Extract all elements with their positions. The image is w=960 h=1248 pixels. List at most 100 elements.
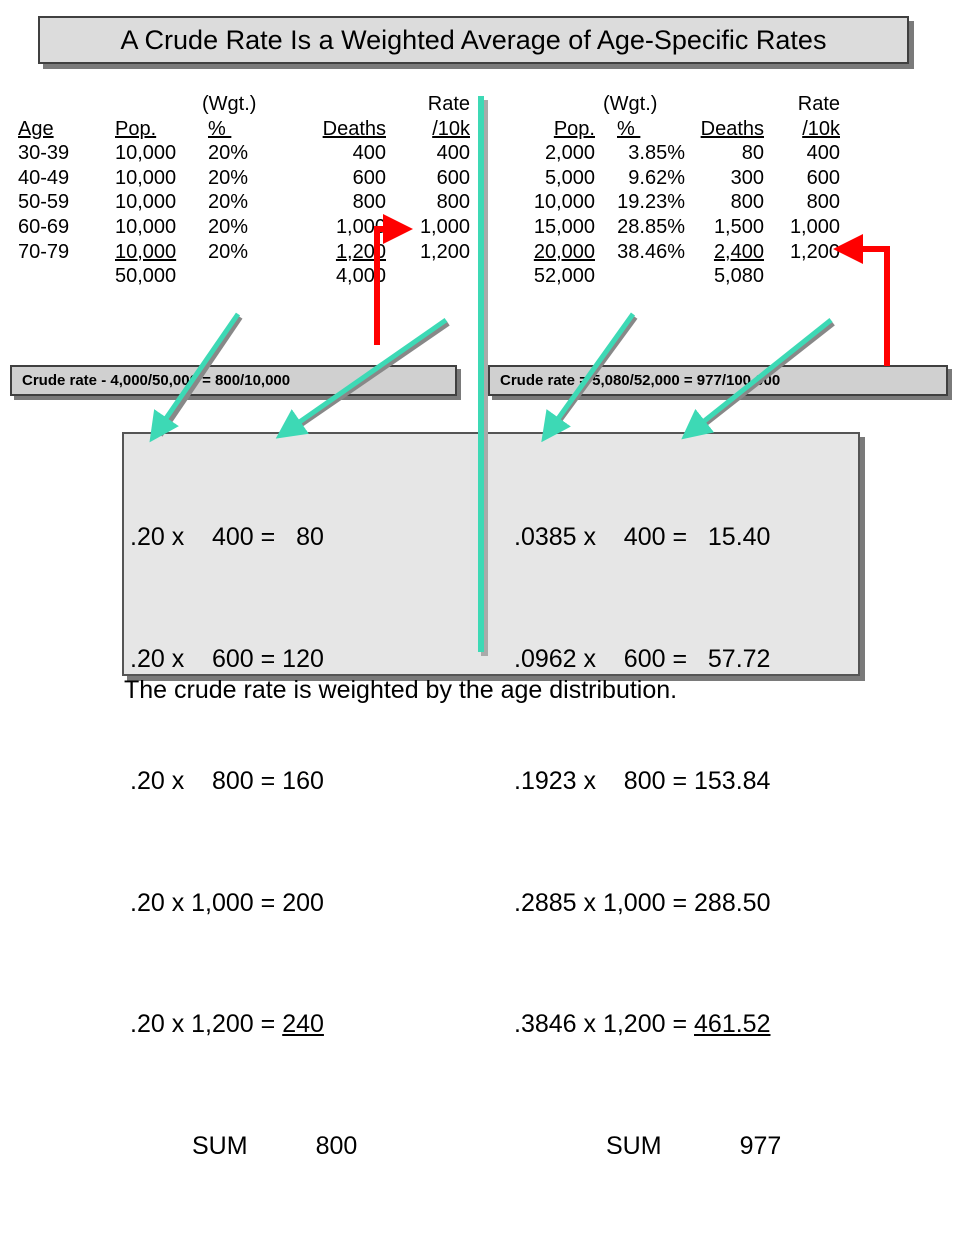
- right-header-row-1: (Wgt.) Rate: [495, 92, 850, 117]
- left-header-row-1: (Wgt.) Rate: [18, 92, 478, 117]
- teal-arrow: [149, 312, 241, 443]
- left-table-row: 50-59 10,000 20% 800 800: [18, 190, 478, 215]
- left-table-row: 60-69 10,000 20% 1,000 1,000: [18, 215, 478, 240]
- pop-cell: 10,000: [115, 215, 177, 238]
- red-arrow-left: [374, 214, 413, 345]
- rate-cell: 1,200: [419, 240, 470, 263]
- pct-cell: 9.62%: [628, 166, 685, 189]
- crude-rate-right-banner: Crude rate = 5,080/52,000 = 977/100,000: [488, 365, 948, 396]
- sum-value: 800: [315, 1132, 358, 1161]
- rate-cell: 800: [436, 191, 470, 214]
- left-pct-header: %: [208, 117, 232, 140]
- calc-sum: SUM 977: [514, 1126, 781, 1167]
- left-rate10k-header: /10k: [432, 117, 470, 140]
- calc-line: .20 x 800 = 160: [130, 766, 324, 795]
- calc-prefix: .20 x 1,200 =: [130, 1010, 283, 1039]
- deaths-cell: 600: [352, 166, 386, 189]
- calc-line: .2885 x 1,000 = 288.50: [514, 888, 771, 917]
- pct-cell: 20%: [208, 142, 249, 165]
- deaths-cell: 2,400: [713, 240, 764, 263]
- right-pop-header: Pop.: [553, 117, 595, 140]
- calc-last-value: 461.52: [694, 1010, 771, 1039]
- age-cell: 70-79: [18, 240, 70, 263]
- age-cell: 50-59: [18, 191, 70, 214]
- pop-cell: 5,000: [544, 166, 595, 189]
- right-header-row-2: Pop. % Deaths /10k: [495, 117, 850, 142]
- calc-line: .20 x 400 = 80: [130, 523, 324, 552]
- age-cell: 60-69: [18, 215, 70, 238]
- rate-cell: 1,000: [789, 215, 840, 238]
- left-total-deaths: 4,000: [335, 265, 386, 288]
- age-cell: 30-39: [18, 142, 70, 165]
- left-age-header: Age: [18, 117, 54, 140]
- calc-sum: SUM 800: [130, 1126, 357, 1167]
- sum-label: SUM: [606, 1132, 662, 1161]
- left-deaths-header: Deaths: [322, 117, 386, 140]
- pct-cell: 3.85%: [628, 142, 685, 165]
- right-population-table: (Wgt.) Rate Pop. % Deaths /10k 2,000 3.85…: [495, 92, 850, 289]
- pop-cell: 10,000: [115, 142, 177, 165]
- pct-cell: 20%: [208, 191, 249, 214]
- pct-cell: 20%: [208, 215, 249, 238]
- calc-prefix: .3846 x 1,200 =: [514, 1010, 695, 1039]
- pct-cell: 20%: [208, 166, 249, 189]
- right-deaths-header: Deaths: [700, 117, 764, 140]
- left-total-pop: 50,000: [115, 265, 177, 288]
- pct-cell: 19.23%: [617, 191, 685, 214]
- left-table-row: 70-79 10,000 20% 1,200 1,200: [18, 240, 478, 265]
- pop-cell: 2,000: [544, 142, 595, 165]
- deaths-cell: 300: [730, 166, 764, 189]
- pop-cell: 10,000: [533, 191, 595, 214]
- rate-cell: 600: [436, 166, 470, 189]
- right-pct-header: %: [617, 117, 641, 140]
- deaths-cell: 80: [741, 142, 764, 165]
- deaths-cell: 1,000: [335, 215, 386, 238]
- right-rate10k-header: /10k: [802, 117, 840, 140]
- right-total-pop: 52,000: [533, 265, 595, 288]
- left-header-row-2: Age Pop. % Deaths /10k: [18, 117, 478, 142]
- deaths-cell: 1,200: [335, 240, 386, 263]
- calc-line-last: .20 x 1,200 = 240: [130, 1004, 357, 1045]
- deaths-cell: 800: [730, 191, 764, 214]
- pct-cell: 20%: [208, 240, 249, 263]
- calc-line: .1923 x 800 = 153.84: [514, 766, 771, 795]
- red-arrow-right: [833, 234, 890, 366]
- rate-cell: 1,200: [789, 240, 840, 263]
- left-table-row: 30-39 10,000 20% 400 400: [18, 141, 478, 166]
- right-table-row: 15,000 28.85% 1,500 1,000: [495, 215, 850, 240]
- pct-cell: 28.85%: [617, 215, 685, 238]
- pop-cell: 10,000: [115, 166, 177, 189]
- pop-cell: 10,000: [115, 191, 177, 214]
- calc-line-last: .3846 x 1,200 = 461.52: [514, 1004, 781, 1045]
- calc-line: .0385 x 400 = 15.40: [514, 523, 771, 552]
- teal-arrow: [681, 318, 833, 440]
- pop-cell: 15,000: [533, 215, 595, 238]
- pop-cell: 10,000: [115, 240, 177, 263]
- calc-line: .20 x 1,000 = 200: [130, 888, 324, 917]
- teal-arrow: [275, 317, 448, 439]
- right-totals-row: 52,000 5,080: [495, 264, 850, 289]
- calc-last-value: 240: [282, 1010, 324, 1039]
- left-totals-row: 50,000 4,000: [18, 264, 478, 289]
- age-cell: 40-49: [18, 166, 70, 189]
- rate-cell: 800: [806, 191, 840, 214]
- annotation-overlay: [149, 96, 890, 656]
- sum-value: 977: [739, 1132, 782, 1161]
- pct-cell: 38.46%: [617, 240, 685, 263]
- right-wgt-header: (Wgt.): [603, 93, 658, 115]
- deaths-cell: 800: [352, 191, 386, 214]
- pop-cell: 20,000: [533, 240, 595, 263]
- right-rate-header: Rate: [797, 93, 840, 115]
- left-wgt-header: (Wgt.): [202, 93, 257, 115]
- rate-cell: 1,000: [419, 215, 470, 238]
- rate-cell: 600: [806, 166, 840, 189]
- left-rate-header: Rate: [427, 93, 470, 115]
- footer-caption: The crude rate is weighted by the age di…: [124, 676, 678, 704]
- rate-cell: 400: [806, 142, 840, 165]
- right-table-row: 20,000 38.46% 2,400 1,200: [495, 240, 850, 265]
- right-table-row: 10,000 19.23% 800 800: [495, 190, 850, 215]
- right-table-row: 5,000 9.62% 300 600: [495, 166, 850, 191]
- center-divider: [481, 100, 488, 656]
- rate-cell: 400: [436, 142, 470, 165]
- calc-line: .20 x 600 = 120: [130, 644, 324, 673]
